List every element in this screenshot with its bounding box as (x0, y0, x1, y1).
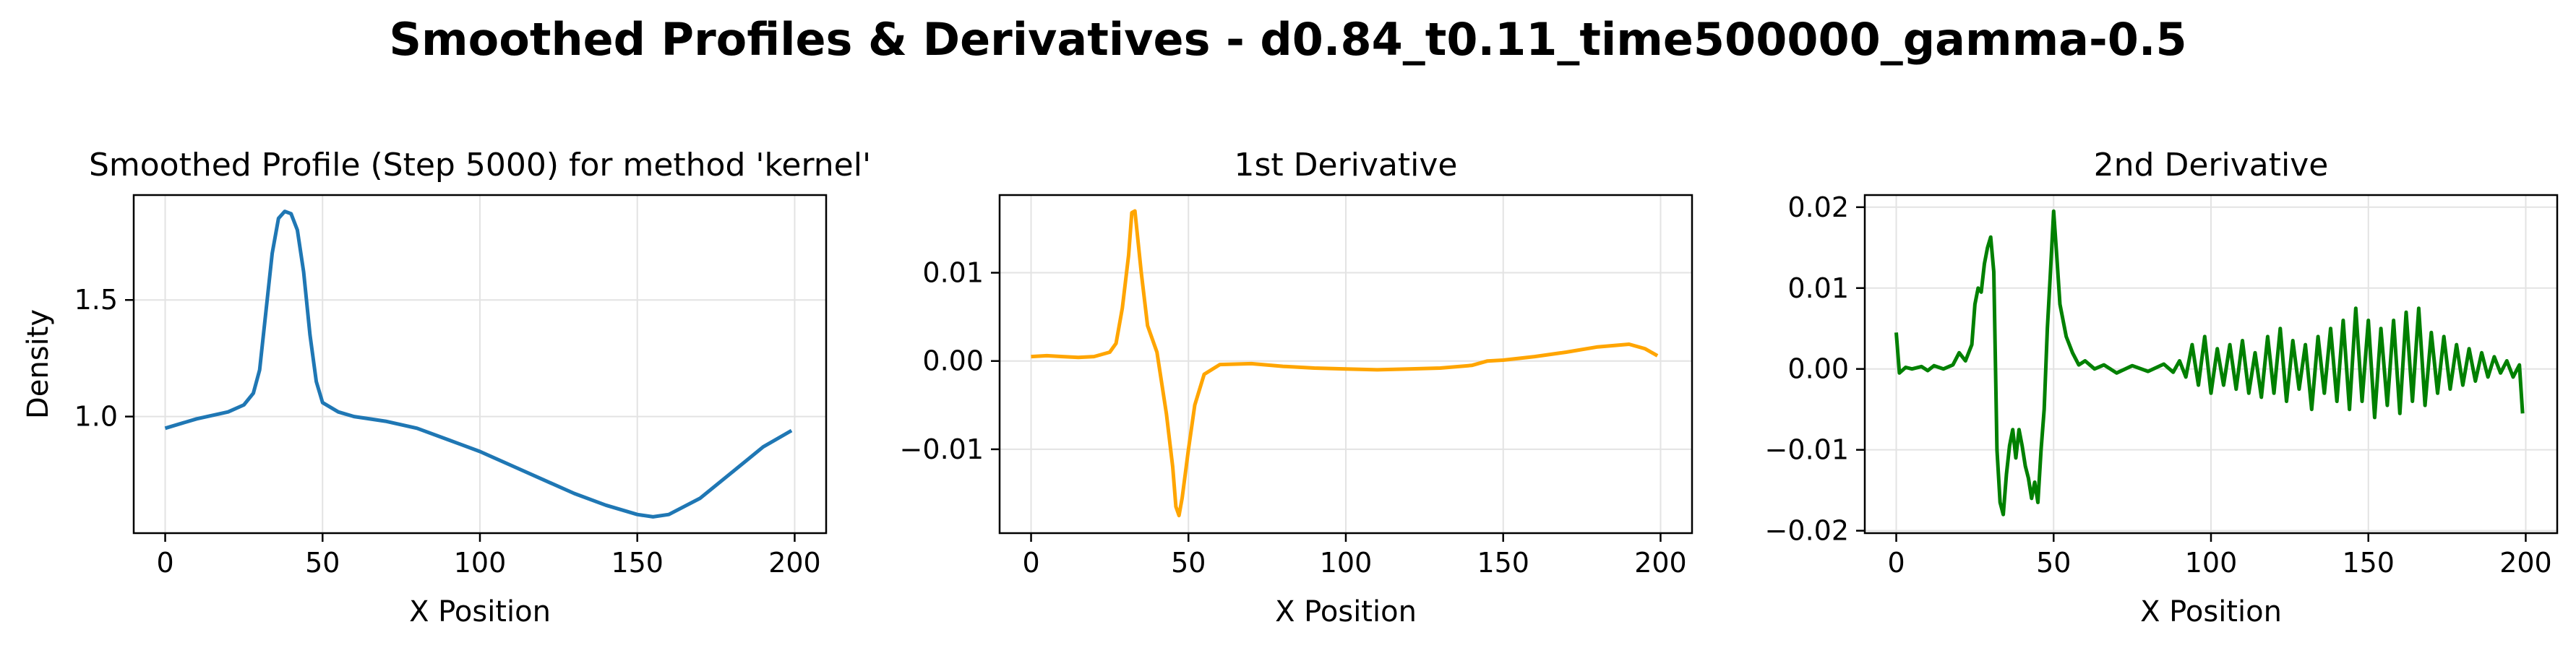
y-tick-label: −0.01 (1765, 434, 1849, 466)
x-axis-label: X Position (409, 595, 551, 628)
x-tick-label: 100 (454, 547, 507, 579)
y-tick-label: −0.01 (900, 433, 984, 465)
figure-suptitle: Smoothed Profiles & Derivatives - d0.84_… (389, 13, 2187, 66)
x-axis-label: X Position (1275, 595, 1417, 628)
x-tick-label: 50 (2036, 547, 2071, 579)
data-series-line (1894, 209, 2525, 517)
x-tick-label: 0 (1022, 547, 1039, 579)
data-series-line (1031, 209, 1659, 518)
y-axis-label: Density (22, 309, 55, 419)
y-tick-label: 0.02 (1787, 191, 1849, 223)
y-tick-label: −0.02 (1765, 515, 1849, 547)
y-tick-label: 1.5 (74, 284, 118, 316)
x-tick-label: 0 (1887, 547, 1905, 579)
y-tick-label: 1.0 (74, 401, 118, 433)
data-series-line (164, 209, 793, 519)
subplot-3: 0 50 100 150 200 −0.02 −0.01 0.00 0.01 0.02 2nd De… (1765, 147, 2559, 628)
x-tick-label: 100 (2185, 547, 2238, 579)
x-tick-label: 0 (156, 547, 173, 579)
subplot-1: 0 50 100 150 200 1.0 1.5 Smoothed Profile (Step… (22, 147, 871, 628)
y-tick-label: 0.01 (1787, 272, 1849, 304)
subplot-2: 0 50 100 150 200 −0.01 0.00 0.01 1st Derivative X… (900, 147, 1693, 628)
x-tick-label: 100 (1320, 547, 1373, 579)
x-tick-label: 200 (768, 547, 821, 579)
x-tick-label: 200 (2499, 547, 2552, 579)
x-tick-label: 50 (305, 547, 340, 579)
subplot-title: 2nd Derivative (2094, 147, 2329, 183)
x-tick-label: 150 (2342, 547, 2395, 579)
y-tick-label: 0.00 (1787, 353, 1849, 385)
x-tick-label: 150 (1477, 547, 1529, 579)
x-tick-label: 50 (1171, 547, 1206, 579)
y-tick-label: 0.00 (922, 345, 984, 377)
subplot-title: 1st Derivative (1234, 147, 1457, 183)
x-axis-label: X Position (2140, 595, 2282, 628)
x-tick-label: 150 (611, 547, 664, 579)
subplot-title: Smoothed Profile (Step 5000) for method … (89, 147, 871, 183)
x-tick-label: 200 (1634, 547, 1687, 579)
y-tick-label: 0.01 (922, 257, 984, 289)
